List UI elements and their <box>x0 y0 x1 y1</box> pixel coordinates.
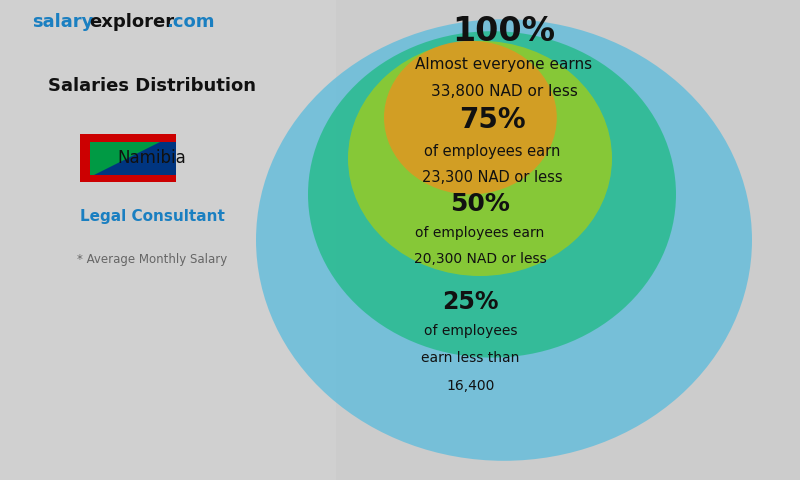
Text: 100%: 100% <box>453 15 555 48</box>
Text: explorer: explorer <box>90 12 174 31</box>
Bar <box>0 0 336 480</box>
Text: Legal Consultant: Legal Consultant <box>79 208 225 224</box>
Ellipse shape <box>256 19 752 461</box>
Text: 25%: 25% <box>442 290 498 314</box>
Text: Salaries Distribution: Salaries Distribution <box>48 77 256 96</box>
Text: 23,300 NAD or less: 23,300 NAD or less <box>422 170 562 185</box>
Text: * Average Monthly Salary: * Average Monthly Salary <box>77 252 227 266</box>
Text: earn less than: earn less than <box>422 350 519 365</box>
Text: salary: salary <box>32 12 94 31</box>
Text: of employees: of employees <box>424 324 517 338</box>
Text: 75%: 75% <box>458 106 526 134</box>
Text: 20,300 NAD or less: 20,300 NAD or less <box>414 252 546 266</box>
Text: of employees earn: of employees earn <box>424 144 560 159</box>
Text: 33,800 NAD or less: 33,800 NAD or less <box>430 84 578 99</box>
Ellipse shape <box>384 41 557 194</box>
Text: 50%: 50% <box>450 192 510 216</box>
Text: Almost everyone earns: Almost everyone earns <box>415 57 593 72</box>
Text: Namibia: Namibia <box>118 149 186 168</box>
Text: 16,400: 16,400 <box>446 379 494 394</box>
Text: .com: .com <box>166 12 215 31</box>
Text: of employees earn: of employees earn <box>415 226 545 240</box>
Ellipse shape <box>348 41 612 276</box>
Ellipse shape <box>308 31 676 358</box>
